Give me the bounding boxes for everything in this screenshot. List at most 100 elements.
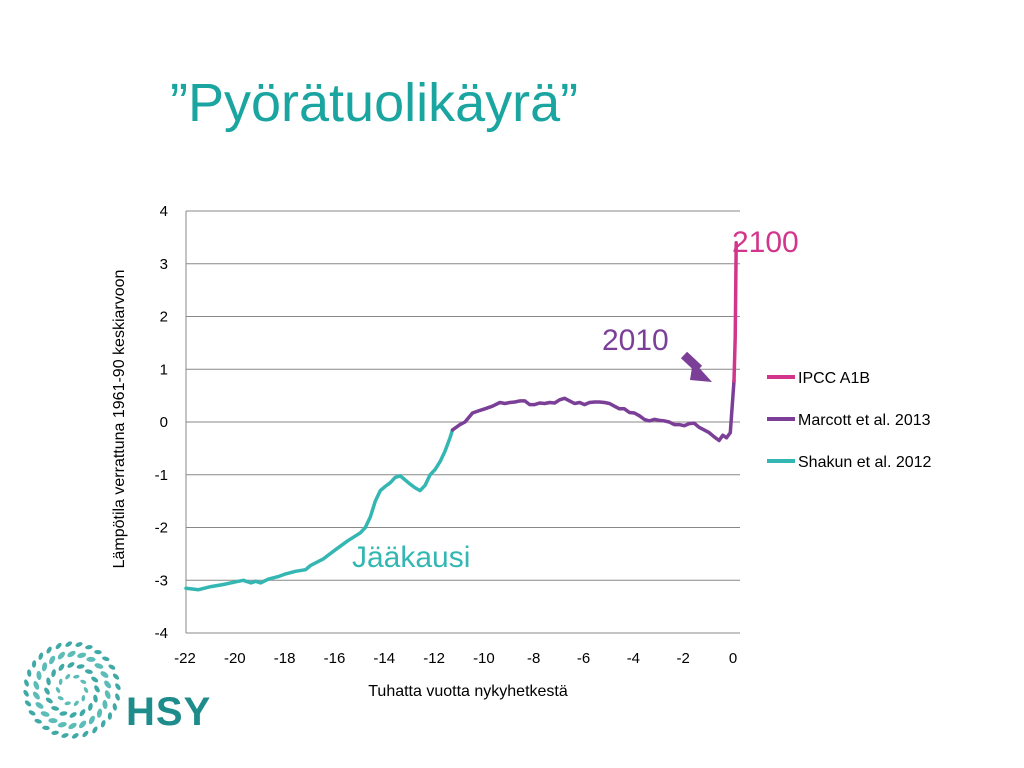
chart-grid xyxy=(185,210,740,634)
logo-petal xyxy=(41,662,48,672)
logo-petal xyxy=(112,703,117,711)
logo-petal xyxy=(77,652,87,658)
x-tick-label: -16 xyxy=(324,650,346,667)
logo-petal xyxy=(28,710,36,716)
logo-petal xyxy=(65,674,71,680)
series-line-ipcc-a1b xyxy=(732,240,738,383)
y-tick-label: 3 xyxy=(160,256,168,273)
x-tick-label: -20 xyxy=(224,650,246,667)
logo-petal xyxy=(57,651,66,660)
slide-title: ”Pyörätuolikäyrä” xyxy=(170,73,579,133)
logo-petal xyxy=(51,730,59,735)
y-tick-label: 2 xyxy=(160,309,168,326)
logo-petal xyxy=(46,646,52,654)
logo-petal xyxy=(82,730,89,738)
x-tick-label: -18 xyxy=(274,650,296,667)
logo-petal xyxy=(69,712,77,718)
y-tick-label: -2 xyxy=(155,520,168,537)
legend-label: Shakun et al. 2012 xyxy=(798,454,932,471)
logo-petal xyxy=(59,711,68,716)
arrow-head-icon xyxy=(690,361,712,382)
logo-petal xyxy=(100,720,106,728)
x-axis-label: Tuhatta vuotta nykyhetkestä xyxy=(368,683,568,700)
y-tick-label: 4 xyxy=(160,203,168,220)
logo-petal xyxy=(40,711,50,717)
logo-petal xyxy=(64,701,71,706)
y-tick-label: 1 xyxy=(160,361,168,378)
annotation-2100: 2100 xyxy=(732,226,799,259)
logo-petal xyxy=(65,641,73,647)
logo-petal xyxy=(75,642,83,647)
legend-label: Marcott et al. 2013 xyxy=(798,412,931,429)
y-tick-label: -1 xyxy=(155,467,168,484)
y-tick-label: 0 xyxy=(160,414,168,431)
logo-petal xyxy=(51,669,56,678)
logo-petal xyxy=(88,702,93,711)
logo-petal xyxy=(24,700,32,707)
logo-petal xyxy=(48,718,58,724)
x-tick-label: -4 xyxy=(627,650,640,667)
x-tick-label: -8 xyxy=(527,650,540,667)
chart-legend: IPCC A1B Marcott et al. 2013 Shakun et al.… xyxy=(767,370,932,471)
logo-petal xyxy=(112,673,120,680)
logo-petal xyxy=(38,652,44,660)
logo-petal xyxy=(91,676,99,683)
logo-petal xyxy=(94,663,104,669)
logo-petal xyxy=(88,715,95,725)
logo-petal xyxy=(84,669,93,674)
logo-petal xyxy=(73,700,79,706)
logo-petal xyxy=(93,694,98,703)
logo-petal xyxy=(34,718,42,724)
logo-petal xyxy=(94,649,102,655)
y-tick-label: -3 xyxy=(155,572,168,589)
logo-petal xyxy=(94,685,100,693)
legend-label: IPCC A1B xyxy=(798,370,870,387)
logo-petal xyxy=(68,722,77,730)
logo-petal xyxy=(67,650,76,658)
logo-petal xyxy=(92,726,98,734)
logo-petal xyxy=(86,656,96,662)
x-tick-label: -2 xyxy=(677,650,690,667)
logo-petal xyxy=(80,679,87,684)
annotation-jaakausi: Jääkausi xyxy=(352,541,470,574)
annotation-2010: 2010 xyxy=(602,324,669,357)
logo-petal xyxy=(100,671,109,678)
logo-petal xyxy=(49,655,56,665)
y-tick-label: -4 xyxy=(155,625,168,642)
chart-series xyxy=(184,240,738,592)
logo-petal xyxy=(81,695,86,702)
logo-petal xyxy=(73,674,80,679)
x-tick-label: 0 xyxy=(729,650,737,667)
logo-petal xyxy=(85,645,93,650)
logo-petal xyxy=(36,670,42,681)
hsy-logo-icon xyxy=(23,641,121,739)
logo-petal xyxy=(51,706,60,711)
logo-petal xyxy=(58,663,65,671)
logo-petal xyxy=(61,733,69,738)
logo-petal xyxy=(33,681,40,690)
logo-petal xyxy=(83,687,89,693)
x-tick-label: -14 xyxy=(373,650,395,667)
logo-petal xyxy=(104,690,111,699)
x-tick-label: -10 xyxy=(473,650,495,667)
series-line-marcott-et-al-2013 xyxy=(450,379,736,443)
logo-petal xyxy=(58,678,63,685)
logo-petal xyxy=(57,722,67,728)
logo-petal xyxy=(96,708,103,718)
logo-petal xyxy=(115,693,120,701)
logo-petal xyxy=(44,687,50,695)
y-axis-label: Lämpötila verrattuna 1961-90 keskiarvoon xyxy=(111,270,128,569)
logo-petal xyxy=(23,689,29,697)
logo-petal xyxy=(31,660,37,668)
x-tick-label: -12 xyxy=(423,650,445,667)
logo-petal xyxy=(32,691,40,700)
logo-petal xyxy=(55,642,62,650)
logo-petal xyxy=(57,696,64,701)
logo-petal xyxy=(102,699,108,710)
logo-petal xyxy=(108,664,116,670)
logo-petal xyxy=(46,677,51,686)
x-tick-label: -6 xyxy=(577,650,590,667)
logo-petal xyxy=(67,662,75,668)
